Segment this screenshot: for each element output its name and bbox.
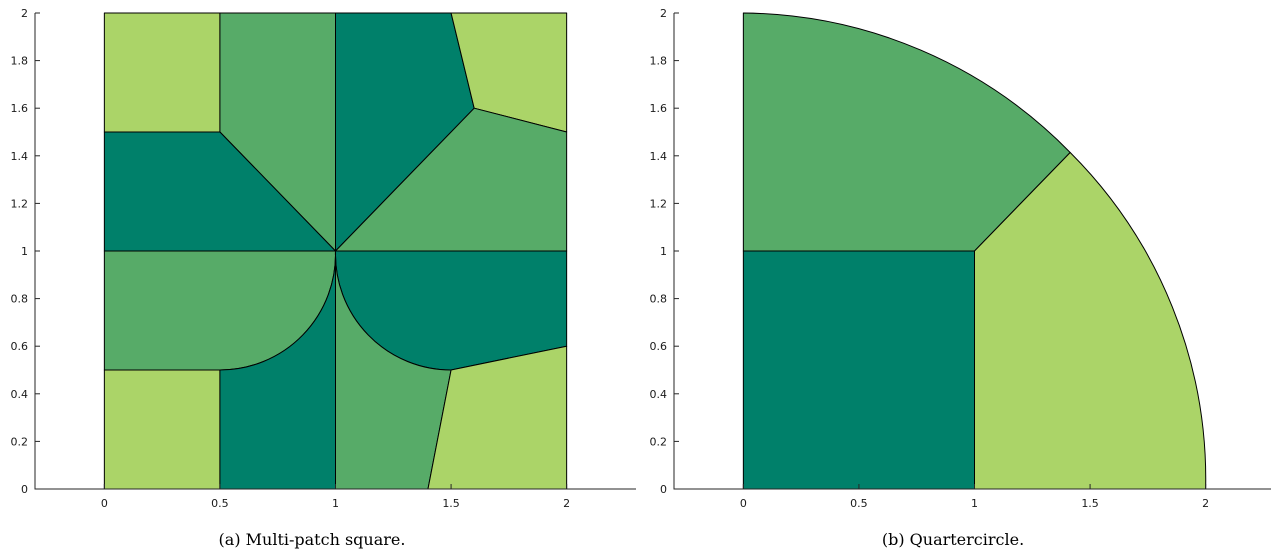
- panel-a-axes: 0 0.2 0.4 0.6 0.8 1 1.2 1.4 1.6 1.8 2 0 0.5 1 1.5 2: [11, 7, 636, 510]
- y-tick-label: 1: [21, 245, 28, 258]
- patch-1: [742, 250, 975, 490]
- panel-b-patches: [742, 12, 1207, 490]
- patch-3: [974, 151, 1207, 490]
- x-tick-label: 2: [563, 497, 570, 510]
- panel-b: 0 0.2 0.4 0.6 0.8 1 1.2 1.4 1.6 1.8 2 0 0.5 1 1.5 2 (b)…: [650, 7, 1271, 549]
- y-tick-label: 1.8: [11, 55, 29, 68]
- y-tick-label: 0.4: [11, 388, 29, 401]
- y-tick-label: 0.6: [650, 340, 668, 353]
- y-tick-label: 1.4: [11, 150, 29, 163]
- y-tick-label: 1.4: [650, 150, 668, 163]
- x-tick-label: 1: [332, 497, 339, 510]
- patch-11: [334, 250, 452, 490]
- y-tick-label: 0.8: [11, 293, 29, 306]
- x-tick-label: 0.5: [211, 497, 229, 510]
- y-tick-label: 1.6: [650, 102, 668, 115]
- y-tick-label: 0.8: [650, 293, 668, 306]
- y-tick-label: 1.6: [11, 102, 29, 115]
- panel-a: 0 0.2 0.4 0.6 0.8 1 1.2 1.4 1.6 1.8 2 0 0.5 1 1.5 2 (a)…: [11, 7, 636, 549]
- patch-1: [103, 12, 221, 133]
- y-tick-label: 0.2: [11, 435, 29, 448]
- x-tick-label: 0: [101, 497, 108, 510]
- panel-a-patches: [103, 12, 568, 490]
- x-tick-label: 0: [740, 497, 747, 510]
- x-tick-label: 1.5: [1081, 497, 1099, 510]
- y-tick-label: 1.2: [650, 197, 668, 210]
- y-tick-label: 1.2: [11, 197, 29, 210]
- panel-b-caption: (b) Quartercircle.: [882, 530, 1024, 549]
- x-tick-label: 1.5: [442, 497, 460, 510]
- y-tick-label: 0.6: [11, 340, 29, 353]
- y-tick-label: 0: [21, 483, 28, 496]
- x-tick-label: 0.5: [850, 497, 868, 510]
- y-tick-label: 0.4: [650, 388, 668, 401]
- y-tick-label: 0.2: [650, 435, 668, 448]
- y-tick-label: 1.8: [650, 55, 668, 68]
- y-tick-label: 2: [21, 7, 28, 20]
- x-tick-label: 1: [971, 497, 978, 510]
- panel-b-axes: 0 0.2 0.4 0.6 0.8 1 1.2 1.4 1.6 1.8 2 0 0.5 1 1.5 2: [650, 7, 1271, 510]
- y-tick-label: 0: [660, 483, 667, 496]
- x-tick-label: 2: [1202, 497, 1209, 510]
- panel-a-caption: (a) Multi-patch square.: [219, 530, 406, 549]
- patch-2: [742, 12, 1071, 252]
- y-tick-label: 2: [660, 7, 667, 20]
- y-tick-label: 1: [660, 245, 667, 258]
- patch-9: [103, 369, 221, 490]
